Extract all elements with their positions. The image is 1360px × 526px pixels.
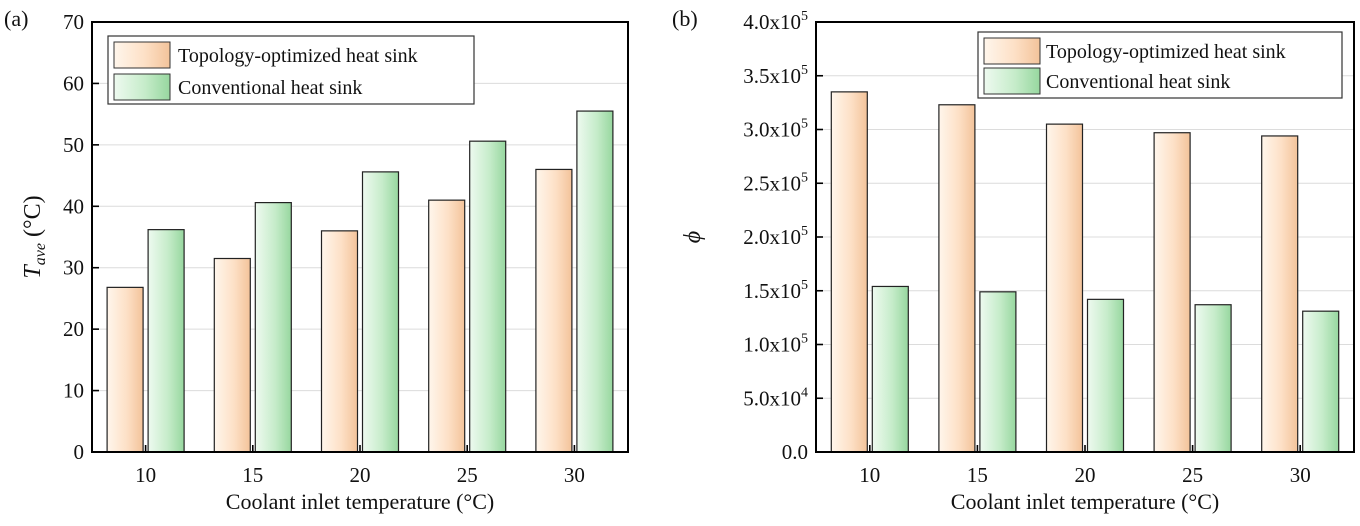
y-axis-title-a-unit: (°C) — [20, 195, 46, 243]
bar-conventional-30 — [1302, 310, 1340, 453]
bars-b — [830, 91, 1340, 453]
y-tick-label: 2.5x105 — [743, 170, 808, 195]
legend-swatch-conventional-b — [983, 67, 1041, 95]
y-tick-label-exponent: 5 — [801, 170, 808, 185]
y-tick-label: 40 — [63, 194, 84, 218]
panel-a: (a) 0 10 20 30 40 50 60 70 10 15 20 25 30 Coolant i… — [4, 6, 629, 514]
bar-conventional-15 — [254, 202, 292, 453]
y-axis-title-a: Tave (°C) — [20, 195, 49, 278]
x-tick-label: 15 — [967, 463, 988, 487]
x-tick-label: 30 — [1290, 463, 1311, 487]
x-tick-label: 25 — [457, 463, 478, 487]
y-axis-title-a-symbol: T — [20, 264, 46, 279]
y-tick-label: 1.5x105 — [743, 278, 808, 303]
y-tick-label: 50 — [63, 133, 84, 157]
x-tick-label: 30 — [564, 463, 585, 487]
legend-swatch-conventional-a — [113, 73, 171, 101]
y-tick-label-base: 1.5x10 — [743, 279, 801, 303]
x-axis-title-a: Coolant inlet temperature (°C) — [226, 489, 494, 514]
bar-conventional-10 — [147, 229, 185, 453]
bar-conventional-30 — [576, 110, 614, 453]
legend-a: Topology-optimized heat sink Conventiona… — [107, 35, 475, 105]
y-tick-label: 60 — [63, 71, 84, 95]
panel-b: (b) 0.05.0x1041.0x1051.5x1052.0x1052.5x1… — [672, 6, 1355, 514]
y-axis-ticks-a: 0 10 20 30 40 50 60 70 — [63, 10, 99, 464]
y-tick-label-exponent: 5 — [801, 63, 808, 78]
bar-conventional-15 — [979, 291, 1017, 453]
x-tick-label: 15 — [242, 463, 263, 487]
y-tick-label: 5.0x104 — [743, 385, 808, 410]
legend-swatch-topology-a — [113, 41, 171, 69]
y-axis-ticks-b: 0.05.0x1041.0x1051.5x1052.0x1052.5x1053.… — [743, 9, 823, 464]
x-tick-label: 20 — [1075, 463, 1096, 487]
x-axis-title-b: Coolant inlet temperature (°C) — [951, 489, 1219, 514]
panel-label-a: (a) — [4, 6, 28, 31]
y-tick-label-base: 2.0x10 — [743, 225, 801, 249]
bar-topology-25 — [1153, 132, 1191, 453]
bars-a — [106, 110, 614, 453]
y-tick-label-base: 5.0x10 — [743, 386, 801, 410]
y-tick-label-exponent: 5 — [801, 224, 808, 239]
y-tick-label: 0.0 — [782, 440, 808, 464]
y-tick-label: 1.0x105 — [743, 332, 808, 357]
legend-label-topology-a: Topology-optimized heat sink — [178, 45, 418, 67]
y-tick-label: 30 — [63, 256, 84, 280]
panel-label-b: (b) — [672, 6, 698, 31]
legend-label-conventional-b: Conventional heat sink — [1046, 71, 1230, 93]
y-axis-title-b: ϕ — [680, 231, 706, 243]
legend-label-conventional-a: Conventional heat sink — [178, 77, 362, 99]
legend-b: Topology-optimized heat sink Conventiona… — [977, 31, 1343, 99]
bar-conventional-25 — [1194, 304, 1232, 453]
bar-conventional-10 — [871, 285, 909, 453]
bar-conventional-20 — [361, 171, 400, 453]
bar-topology-10 — [830, 91, 868, 453]
y-tick-label-base: 4.0x10 — [743, 10, 801, 34]
bar-conventional-25 — [469, 140, 507, 453]
bar-topology-25 — [428, 199, 466, 453]
y-tick-label-exponent: 5 — [801, 278, 808, 293]
x-tick-label: 10 — [859, 463, 880, 487]
y-tick-label-base: 3.0x10 — [743, 118, 801, 142]
bar-topology-10 — [106, 286, 144, 453]
y-tick-label: 0 — [74, 440, 85, 464]
y-axis-title-a-subscript: ave — [32, 243, 49, 265]
y-tick-label-exponent: 5 — [801, 332, 808, 347]
y-tick-label-exponent: 5 — [801, 117, 808, 132]
y-tick-label: 2.0x105 — [743, 224, 808, 249]
y-tick-label-base: 0.0 — [782, 440, 808, 464]
legend-label-topology-b: Topology-optimized heat sink — [1046, 41, 1286, 63]
y-tick-label-exponent: 4 — [801, 385, 808, 400]
x-axis-ticks-b: 10 15 20 25 30 — [859, 445, 1311, 487]
y-tick-label-base: 1.0x10 — [743, 333, 801, 357]
y-tick-label: 3.5x105 — [743, 63, 808, 88]
x-tick-label: 20 — [350, 463, 371, 487]
y-tick-label: 20 — [63, 317, 84, 341]
y-tick-label-base: 3.5x10 — [743, 64, 801, 88]
legend-swatch-topology-b — [983, 37, 1041, 65]
x-axis-ticks-a: 10 15 20 25 30 — [135, 445, 585, 487]
y-tick-label: 70 — [63, 10, 84, 34]
bar-topology-15 — [938, 104, 976, 453]
bar-conventional-20 — [1086, 298, 1125, 453]
x-tick-label: 25 — [1182, 463, 1203, 487]
bar-topology-30 — [1261, 135, 1299, 453]
bar-topology-15 — [213, 257, 251, 453]
bar-topology-20 — [320, 230, 359, 453]
y-tick-label: 10 — [63, 379, 84, 403]
x-tick-label: 10 — [135, 463, 156, 487]
y-tick-label-base: 2.5x10 — [743, 171, 801, 195]
y-tick-label: 4.0x105 — [743, 9, 808, 34]
y-tick-label: 3.0x105 — [743, 117, 808, 142]
y-tick-label-exponent: 5 — [801, 9, 808, 24]
bar-topology-20 — [1045, 123, 1084, 453]
bar-topology-30 — [535, 168, 573, 453]
